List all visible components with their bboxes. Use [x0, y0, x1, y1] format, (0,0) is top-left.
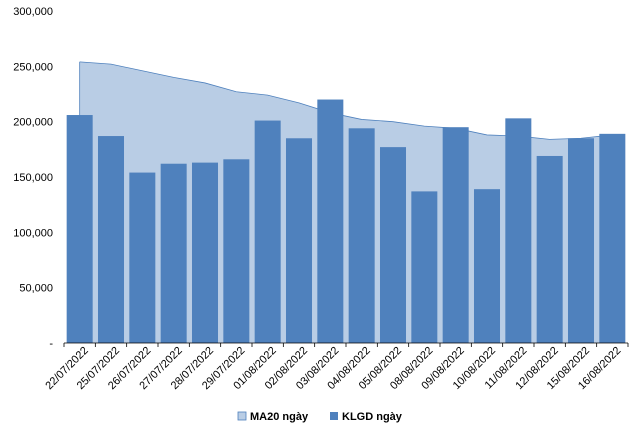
y-axis-ticks: - 50,000 100,000 150,000 200,000 250,000 300,0…	[13, 6, 53, 350]
y-tick-label: 200,000	[13, 117, 53, 129]
legend-swatch	[237, 411, 247, 421]
legend-swatch	[330, 412, 338, 420]
klgd-bar	[442, 127, 469, 343]
legend-label: KLGD ngày	[342, 411, 403, 423]
klgd-bar	[473, 189, 501, 343]
ma20-area-series	[79, 61, 613, 343]
y-tick-label: 150,000	[13, 172, 53, 184]
klgd-bar	[411, 191, 438, 343]
klgd-bar-series	[66, 99, 626, 344]
legend: MA20 ngày KLGD ngày	[237, 411, 403, 423]
ma20-area-fill	[79, 61, 613, 343]
klgd-bar	[254, 120, 281, 343]
y-tick-label: 300,000	[13, 6, 53, 18]
x-axis-ticks: 22/07/202225/07/202226/07/202227/07/2022…	[43, 343, 629, 392]
y-tick-label: 100,000	[13, 227, 53, 239]
klgd-bar	[505, 118, 532, 343]
y-tick-label: 250,000	[13, 61, 53, 73]
klgd-bar	[160, 163, 187, 343]
klgd-bar	[536, 155, 563, 343]
klgd-bar	[599, 133, 626, 343]
y-tick-label: -	[49, 338, 53, 350]
y-tick-label: 50,000	[19, 283, 53, 295]
klgd-bar	[129, 172, 156, 343]
klgd-bar	[285, 138, 313, 343]
klgd-bar	[223, 159, 250, 343]
klgd-bar	[348, 128, 375, 343]
klgd-bar	[379, 147, 407, 343]
klgd-bar	[66, 115, 93, 343]
klgd-bar	[567, 138, 595, 343]
legend-label: MA20 ngày	[250, 411, 309, 423]
klgd-bar	[317, 99, 344, 344]
klgd-bar	[191, 162, 219, 343]
klgd-bar	[97, 136, 125, 343]
